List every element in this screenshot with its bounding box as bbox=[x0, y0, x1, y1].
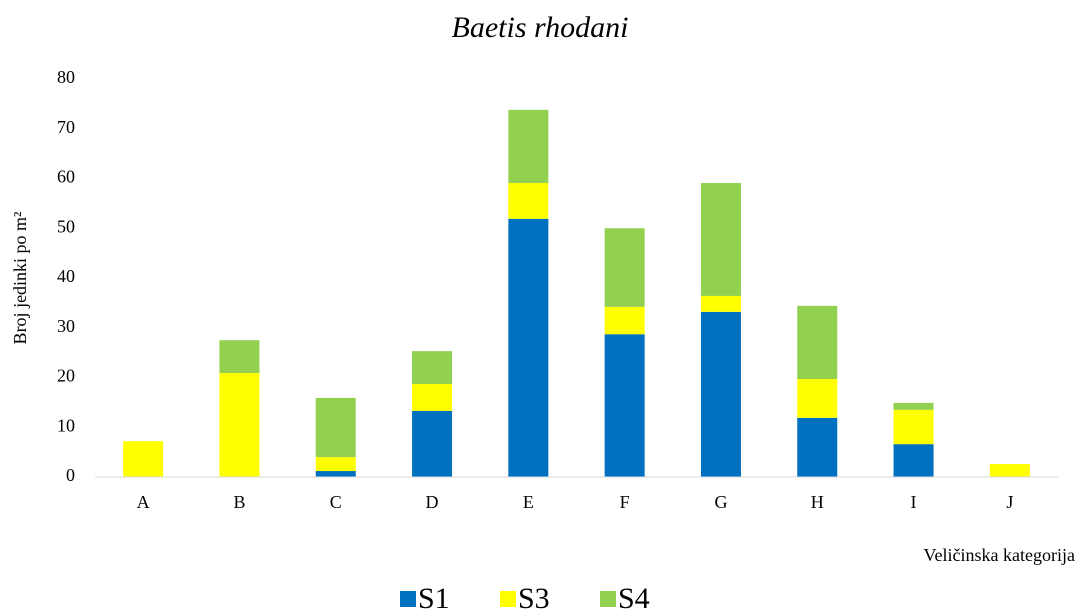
bar-segment bbox=[700, 295, 741, 312]
bar-segment bbox=[123, 441, 164, 477]
bar-segment bbox=[989, 464, 1030, 477]
bar-segment bbox=[219, 340, 260, 374]
bar-segment bbox=[700, 182, 741, 296]
y-tick-label: 50 bbox=[57, 216, 75, 236]
bar-segment bbox=[604, 228, 645, 307]
x-tick-label: D bbox=[426, 492, 439, 512]
x-axis-label: Veličinska kategorija bbox=[924, 545, 1075, 565]
bar-segment bbox=[700, 311, 741, 477]
x-tick-label: H bbox=[811, 492, 824, 512]
y-tick-label: 70 bbox=[57, 117, 75, 137]
chart-title: Baetis rhodani bbox=[452, 11, 629, 44]
bar-segment bbox=[893, 409, 934, 445]
legend-label: S3 bbox=[518, 582, 550, 615]
bar-segment bbox=[604, 306, 645, 335]
x-tick-label: G bbox=[714, 492, 727, 512]
bar-segment bbox=[508, 218, 549, 478]
bar-segment bbox=[412, 383, 453, 411]
x-tick-label: F bbox=[620, 492, 630, 512]
bar-segment bbox=[315, 397, 356, 458]
legend-swatch bbox=[400, 591, 416, 607]
bar-segment bbox=[604, 334, 645, 477]
legend-swatch bbox=[600, 591, 616, 607]
legend-label: S1 bbox=[418, 582, 450, 615]
bar-segment bbox=[797, 305, 838, 379]
y-tick-label: 40 bbox=[57, 266, 75, 286]
y-tick-label: 60 bbox=[57, 167, 75, 187]
x-tick-label: A bbox=[137, 492, 150, 512]
bar-segment bbox=[893, 444, 934, 477]
bar-segment bbox=[797, 378, 838, 418]
y-tick-label: 0 bbox=[66, 465, 75, 485]
bar-segment bbox=[412, 351, 453, 384]
x-tick-label: B bbox=[233, 492, 245, 512]
bar-segment bbox=[797, 417, 838, 477]
x-tick-label: E bbox=[523, 492, 534, 512]
x-tick-label: J bbox=[1006, 492, 1013, 512]
y-axis-label: Broj jedinki po m² bbox=[10, 212, 30, 345]
x-tick-label: C bbox=[330, 492, 342, 512]
bar-segment bbox=[412, 410, 453, 477]
y-tick-label: 30 bbox=[57, 316, 75, 336]
legend-swatch bbox=[500, 591, 516, 607]
bar-segment bbox=[219, 373, 260, 477]
x-tick-label: I bbox=[911, 492, 917, 512]
bar-segment bbox=[508, 182, 549, 219]
y-tick-label: 10 bbox=[57, 415, 75, 435]
bar-segment bbox=[315, 471, 356, 477]
bar-segment bbox=[315, 457, 356, 472]
legend-label: S4 bbox=[618, 582, 650, 615]
bar-segment bbox=[508, 109, 549, 183]
y-tick-label: 80 bbox=[57, 67, 75, 87]
bar-segment bbox=[893, 402, 934, 410]
y-tick-label: 20 bbox=[57, 366, 75, 386]
